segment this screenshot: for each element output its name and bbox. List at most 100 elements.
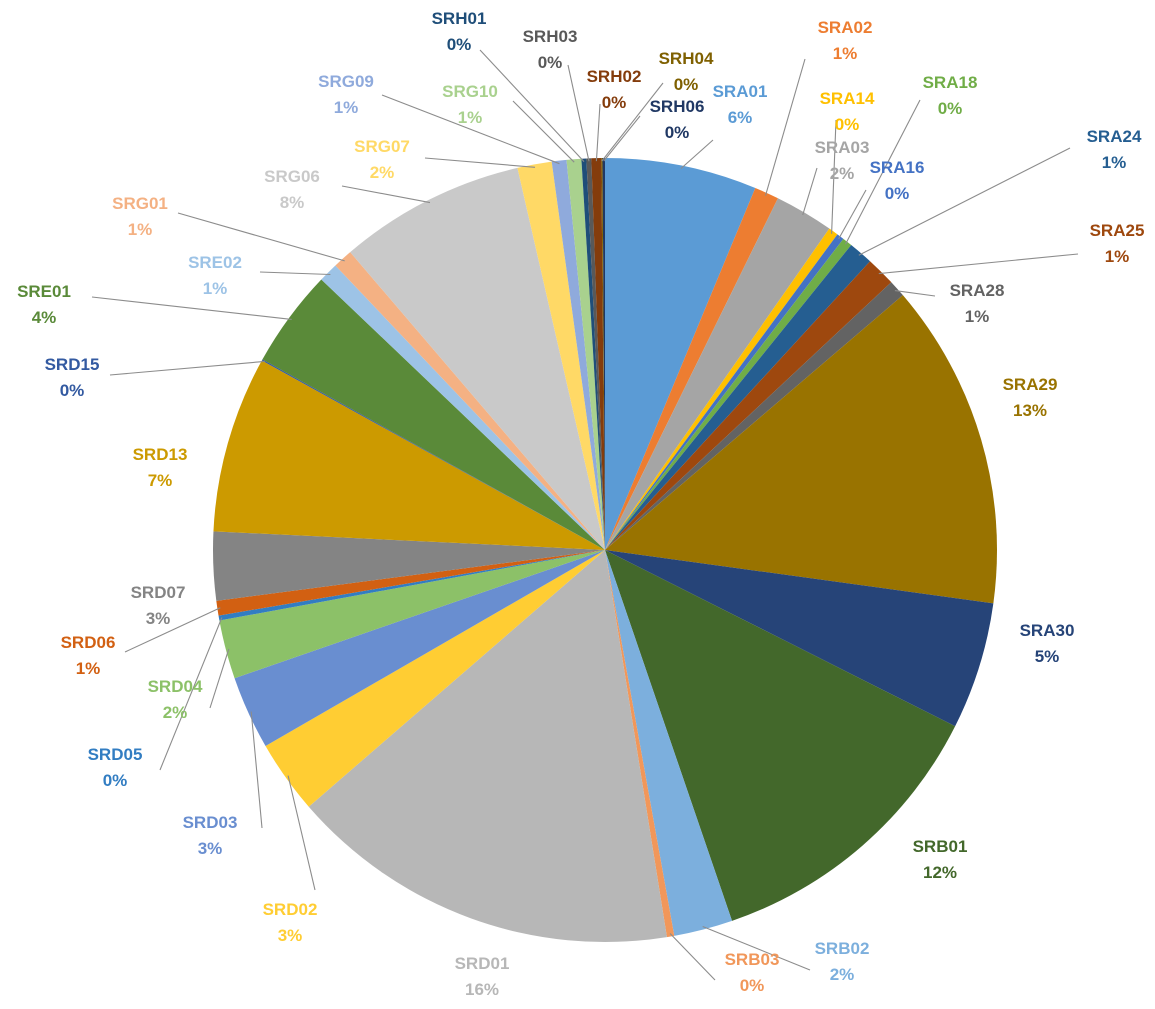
leader-line-srd03 <box>250 711 263 829</box>
leader-line-srg10 <box>512 100 575 163</box>
leader-line-srd15 <box>109 360 265 376</box>
leader-line-srg09 <box>381 94 560 165</box>
pie-slice-sra01 <box>605 158 756 550</box>
data-label-sra03: SRA03 2% <box>815 138 870 183</box>
pie-slice-sra16 <box>605 234 844 550</box>
data-label-srg10: SRG10 1% <box>442 82 498 127</box>
data-label-sra01: SRA01 6% <box>713 82 768 127</box>
leader-line-srh04 <box>601 82 664 162</box>
leader-line-srd06 <box>124 607 221 653</box>
data-label-srg07: SRG07 2% <box>354 137 410 182</box>
pie-slice-srd07 <box>212 531 605 601</box>
data-label-sra28: SRA28 1% <box>950 281 1005 326</box>
data-label-srh04: SRH04 0% <box>659 49 714 94</box>
data-label-srh06: SRH06 0% <box>650 97 705 142</box>
data-label-srg06: SRG06 8% <box>264 167 320 212</box>
leader-line-srb03 <box>669 933 716 981</box>
pie-slice-sra02 <box>605 187 778 550</box>
leader-line-srh06 <box>603 115 641 162</box>
data-label-srh01: SRH01 0% <box>432 9 487 54</box>
data-label-srd04: SRD04 2% <box>148 677 203 722</box>
pie-slices <box>212 158 998 943</box>
pie-slice-sra03 <box>605 198 830 550</box>
data-label-srd01: SRD01 16% <box>455 954 510 999</box>
pie-slice-srg07 <box>517 161 605 550</box>
leader-lines <box>91 49 1079 981</box>
pie-slice-sra28 <box>605 282 903 550</box>
pie-slice-srb02 <box>605 550 733 936</box>
pie-slice-srh02 <box>591 158 605 550</box>
data-label-srd02: SRD02 3% <box>263 900 318 945</box>
data-label-srg01: SRG01 1% <box>112 194 168 239</box>
leader-line-srb02 <box>702 925 811 971</box>
data-label-srd05: SRD05 0% <box>88 745 143 790</box>
data-label-sre01: SRE01 4% <box>17 282 71 327</box>
data-label-srh03: SRH03 0% <box>523 27 578 72</box>
pie-slice-sra24 <box>605 244 871 550</box>
leader-line-srd05 <box>159 617 223 771</box>
pie-slice-srd03 <box>234 550 605 746</box>
pie-slice-srh03 <box>586 158 605 551</box>
data-label-srd03: SRD03 3% <box>183 813 238 858</box>
data-label-sra24: SRA24 1% <box>1087 127 1142 172</box>
leader-line-srg07 <box>424 157 536 168</box>
leader-line-sra02 <box>764 58 806 196</box>
pie-slice-sra30 <box>605 550 994 727</box>
leader-line-sra28 <box>894 290 936 297</box>
pie-slice-srb01 <box>605 550 956 921</box>
data-label-srb01: SRB01 12% <box>913 837 968 882</box>
pie-slice-srd13 <box>213 360 605 550</box>
pie-slice-srh04 <box>601 158 605 550</box>
data-label-sre02: SRE02 1% <box>188 253 242 298</box>
leader-line-sra14 <box>831 119 837 234</box>
pie-slice-srh01 <box>581 158 605 550</box>
data-label-sra29: SRA29 13% <box>1003 375 1058 420</box>
data-label-sra25: SRA25 1% <box>1090 221 1145 266</box>
data-labels: SRA01 6% SRA02 1% SRA03 2%SRA14 0% SRA16 0% SRA18… <box>17 9 1144 999</box>
leader-line-sra25 <box>878 253 1079 275</box>
pie-slice-srd01 <box>308 550 667 943</box>
leader-line-srh03 <box>567 64 590 162</box>
data-label-srd15: SRD15 0% <box>45 355 100 400</box>
pie-slice-sre02 <box>321 265 605 550</box>
leader-line-sra24 <box>858 147 1071 256</box>
data-label-srd07: SRD07 3% <box>131 583 186 628</box>
data-label-srh02: SRH02 0% <box>587 67 642 112</box>
pie-slice-srd04 <box>219 550 605 679</box>
pie-slice-srd15 <box>261 359 605 550</box>
data-label-sra14: SRA14 0% <box>820 89 875 134</box>
leader-line-srh02 <box>595 103 601 162</box>
leader-line-srd04 <box>209 648 230 709</box>
pie-slice-srg09 <box>551 159 605 550</box>
pie-slice-srg06 <box>350 167 605 550</box>
data-label-sra30: SRA30 5% <box>1020 621 1075 666</box>
data-label-srd06: SRD06 1% <box>61 633 116 678</box>
pie-slice-srh06 <box>602 158 605 550</box>
pie-slice-sre01 <box>262 279 605 550</box>
pie-slice-sra18 <box>605 238 852 550</box>
pie-slice-sra29 <box>605 295 998 604</box>
data-label-sra18: SRA18 0% <box>923 73 978 118</box>
pie-slice-srg10 <box>566 158 605 550</box>
data-label-srb03: SRB03 0% <box>725 950 780 995</box>
leader-line-sre01 <box>91 296 292 320</box>
leader-line-srh01 <box>479 49 585 162</box>
leader-line-srg06 <box>341 185 431 204</box>
data-label-sra16: SRA16 0% <box>870 158 925 203</box>
data-label-srb02: SRB02 2% <box>815 939 870 984</box>
pie-slice-srd05 <box>218 550 605 621</box>
leader-line-sra01 <box>680 139 714 169</box>
leader-line-sra03 <box>802 167 818 216</box>
pie-slice-srb03 <box>605 550 675 938</box>
leader-line-srg01 <box>177 212 345 262</box>
data-label-srg09: SRG09 1% <box>318 72 374 117</box>
leader-line-sra18 <box>845 99 921 245</box>
leader-line-srd02 <box>287 775 316 891</box>
pie-slice-sra25 <box>605 261 892 550</box>
data-label-srd13: SRD13 7% <box>133 445 188 490</box>
pie-slice-srg01 <box>335 252 605 550</box>
pie-slice-sra14 <box>605 228 838 551</box>
leader-line-sra16 <box>838 189 867 240</box>
pie-slice-srd06 <box>216 550 605 616</box>
